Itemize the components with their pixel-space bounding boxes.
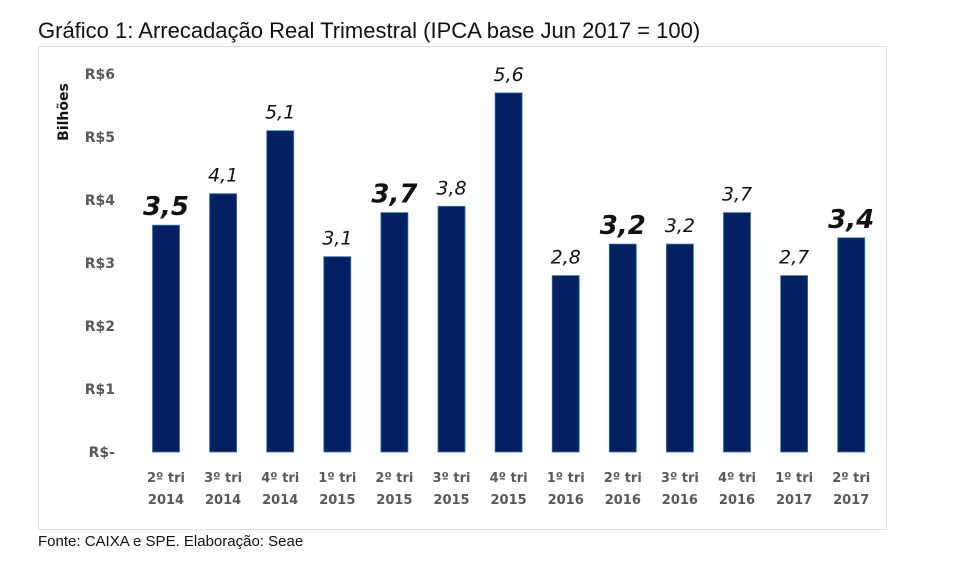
y-axis-label: Bilhões [56, 83, 72, 141]
y-tick-label: R$6 [85, 67, 115, 83]
x-tick-label: 2º tri [832, 471, 870, 486]
bar [551, 275, 580, 453]
bar [209, 193, 238, 453]
data-label: 3,5 [143, 192, 189, 222]
x-tick-label-year: 2014 [262, 493, 298, 508]
x-tick-label-year: 2017 [776, 493, 812, 508]
x-tick-label: 1º tri [775, 471, 813, 486]
data-label: 3,7 [371, 180, 418, 210]
bar [152, 224, 180, 453]
bar [723, 212, 751, 453]
data-label: 3,7 [722, 184, 752, 206]
x-tick-label-year: 2014 [205, 493, 241, 508]
y-tick-label: R$3 [85, 256, 115, 272]
y-tick-label: R$2 [85, 319, 115, 335]
y-tick-label: R$- [89, 445, 116, 461]
x-tick-label: 4º tri [718, 471, 756, 486]
chart-title: Gráfico 1: Arrecadação Real Trimestral (… [38, 18, 701, 43]
bar [437, 205, 466, 453]
y-tick-label: R$5 [85, 130, 115, 146]
x-tick-label: 4º tri [490, 471, 528, 486]
data-label: 3,8 [436, 177, 466, 199]
data-label: 2,7 [779, 247, 809, 269]
x-tick-label-year: 2014 [148, 493, 184, 508]
x-tick-label: 4º tri [261, 471, 299, 486]
x-tick-label: 1º tri [318, 471, 356, 486]
bar [323, 256, 352, 453]
data-label: 3,2 [665, 215, 695, 237]
bar [380, 212, 409, 453]
x-tick-label: 3º tri [661, 471, 699, 486]
x-tick-label-year: 2015 [491, 493, 527, 508]
y-tick-label: R$1 [85, 382, 115, 398]
x-tick-label-year: 2016 [605, 493, 641, 508]
bar [608, 243, 637, 453]
bar [837, 237, 866, 453]
data-label: 5,1 [265, 102, 295, 124]
x-tick-label: 3º tri [204, 471, 242, 486]
bar [780, 275, 808, 453]
chart-source-note: Fonte: CAIXA e SPE. Elaboração: Seae [38, 533, 304, 550]
x-tick-label-year: 2016 [548, 493, 584, 508]
x-tick-label-year: 2015 [376, 493, 412, 508]
x-tick-label: 1º tri [547, 471, 585, 486]
x-tick-label-year: 2015 [319, 493, 355, 508]
data-label: 4,1 [208, 165, 238, 187]
x-tick-label: 3º tri [433, 471, 471, 486]
x-tick-label-year: 2015 [433, 493, 469, 508]
x-tick-label: 2º tri [147, 471, 185, 486]
data-label: 3,2 [600, 211, 646, 241]
x-tick-label-year: 2017 [833, 493, 869, 508]
x-tick-label-year: 2016 [662, 493, 698, 508]
x-tick-label: 2º tri [375, 471, 413, 486]
data-label: 5,6 [493, 64, 523, 86]
data-label: 3,1 [322, 228, 352, 250]
bar [266, 130, 295, 453]
data-label: 2,8 [551, 247, 581, 269]
x-tick-label: 2º tri [604, 471, 642, 486]
data-label: 3,4 [828, 205, 874, 235]
bar [666, 243, 694, 453]
bar [494, 92, 523, 453]
y-tick-label: R$4 [85, 193, 116, 209]
x-tick-label-year: 2016 [719, 493, 755, 508]
